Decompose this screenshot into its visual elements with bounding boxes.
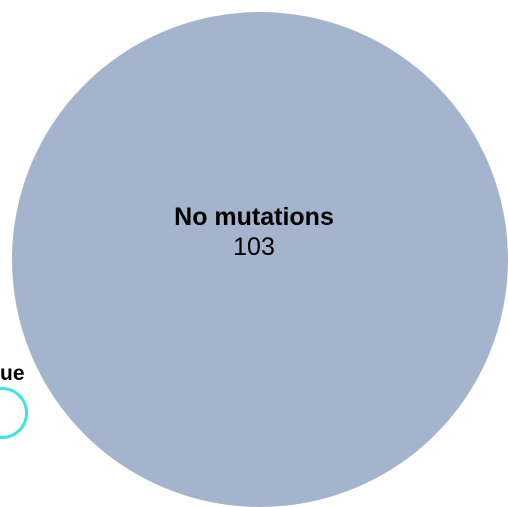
left-set-circle (0, 387, 28, 439)
no-mutations-circle (12, 12, 508, 507)
left-set-label: ue (0, 362, 25, 385)
